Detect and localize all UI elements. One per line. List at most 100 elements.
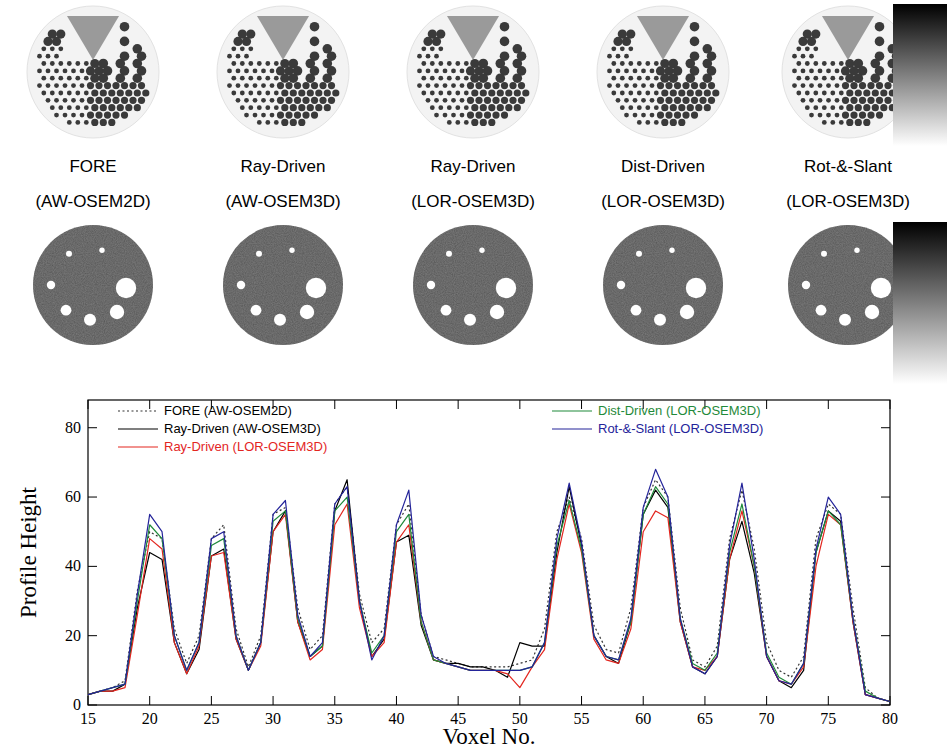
panel-sublabel: (AW-OSEM3D)	[225, 192, 340, 211]
phantom-rod	[674, 97, 681, 104]
phantom-rod	[846, 104, 853, 111]
phantom-rod	[796, 91, 801, 96]
phantom-hole	[441, 305, 452, 316]
phantom-rod	[315, 104, 322, 111]
phantom-rod	[678, 89, 685, 96]
phantom-rod	[270, 69, 275, 74]
phantom-rod	[645, 105, 650, 110]
phantom-rod	[95, 112, 102, 119]
phantom-rod	[50, 76, 55, 81]
phantom-rod	[492, 112, 499, 119]
phantom-rod	[133, 73, 143, 83]
phantom-rod	[826, 98, 831, 103]
y-tick	[881, 635, 890, 636]
phantom-rod	[809, 54, 814, 59]
phantom-rod	[67, 61, 72, 66]
y-tick-label: 60	[65, 488, 81, 505]
phantom-rod	[104, 82, 111, 89]
phantom-rod	[637, 91, 642, 96]
phantom-rod	[712, 89, 719, 96]
phantom-rod	[84, 76, 89, 81]
phantom-disk	[413, 225, 533, 345]
phantom-rod	[826, 113, 831, 118]
phantom-rod	[447, 91, 452, 96]
phantom-hole	[496, 278, 516, 298]
phantom-rod	[813, 105, 818, 110]
x-tick	[704, 696, 705, 705]
phantom-rod	[805, 91, 810, 96]
y-tick-label: 40	[65, 557, 81, 574]
phantom-rod	[129, 82, 136, 89]
phantom-rod	[704, 104, 711, 111]
phantom-rod	[620, 91, 625, 96]
phantom-rod	[80, 69, 85, 74]
phantom-rod	[691, 112, 698, 119]
phantom-rod	[231, 91, 236, 96]
phantom-rod	[63, 98, 68, 103]
panel-label: FORE	[69, 157, 116, 176]
x-tick	[273, 696, 274, 705]
phantom-rod	[281, 104, 288, 111]
phantom-rod	[455, 105, 460, 110]
phantom-hole	[289, 248, 294, 253]
phantom-rod	[274, 76, 279, 81]
x-tick-label: 30	[265, 710, 281, 727]
phantom-rod	[796, 61, 801, 66]
phantom-hole	[61, 305, 72, 316]
phantom-rod	[71, 69, 76, 74]
phantom-rod	[620, 105, 625, 110]
phantom-rod	[805, 105, 810, 110]
phantom-rod	[796, 76, 801, 81]
phantom-rod	[451, 69, 456, 74]
x-tick	[458, 400, 459, 409]
phantom-rod	[319, 82, 326, 89]
phantom-rod	[616, 98, 621, 103]
phantom-rod	[41, 61, 46, 66]
phantom-rod	[285, 97, 292, 104]
phantom-rod	[695, 89, 702, 96]
phantom-rod	[501, 97, 508, 104]
phantom-rod	[84, 91, 89, 96]
phantom-rod	[54, 54, 59, 59]
phantom-rod	[801, 54, 806, 59]
phantom-rod	[645, 61, 650, 66]
phantom-hole	[617, 281, 625, 289]
phantom-rod	[611, 76, 616, 81]
phantom-rod	[231, 76, 236, 81]
phantom-rod	[277, 97, 284, 104]
phantom-rod	[484, 97, 491, 104]
phantom-rod	[657, 97, 664, 104]
phantom-rod	[37, 83, 42, 88]
y-tick	[881, 427, 890, 428]
phantom-rod	[475, 82, 482, 89]
phantom-rod	[850, 97, 857, 104]
phantom-rod	[650, 69, 655, 74]
phantom-rod	[687, 89, 694, 96]
phantom-hole	[274, 314, 286, 326]
phantom-rod	[514, 89, 521, 96]
phantom-rod	[46, 69, 51, 74]
phantom-rod	[434, 69, 439, 74]
phantom-rod	[846, 119, 853, 126]
phantom-rod	[434, 113, 439, 118]
phantom-rod	[488, 89, 495, 96]
phantom-rod	[257, 120, 262, 125]
phantom-rod	[654, 76, 659, 81]
phantom-rod	[792, 83, 797, 88]
phantom-rod	[138, 97, 145, 104]
phantom-rod	[67, 91, 72, 96]
phantom-rod	[244, 98, 249, 103]
phantom-rod	[95, 82, 102, 89]
phantom-rod	[63, 69, 68, 74]
phantom-rod	[628, 46, 633, 51]
phantom-rod	[310, 22, 320, 32]
phantom-wedge	[257, 16, 309, 60]
phantom-rod	[75, 120, 80, 125]
phantom-rod	[628, 76, 633, 81]
phantom-rod	[274, 105, 279, 110]
phantom-rod	[324, 89, 331, 96]
phantom-rod	[845, 74, 854, 83]
phantom-rod	[620, 61, 625, 66]
phantom-rod	[464, 120, 469, 125]
phantom-rod	[67, 105, 72, 110]
